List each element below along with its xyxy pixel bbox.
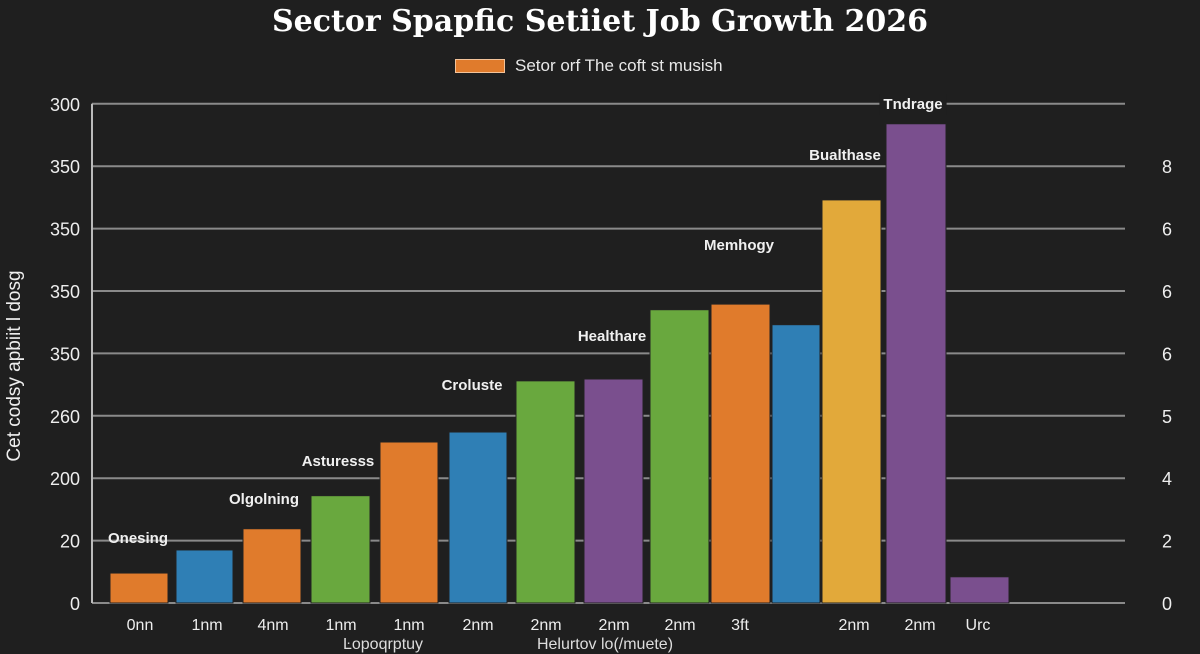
right-tick-label: 4 <box>1162 469 1172 489</box>
bar <box>771 324 821 604</box>
bar <box>109 572 169 604</box>
chart-title: Sector Spapfic Setiiet Job Growth 2026 <box>271 4 928 39</box>
x-tick-label: 0nn <box>127 617 154 634</box>
bar <box>448 431 508 604</box>
left-tick-label: 260 <box>50 407 80 427</box>
x-tick-label: 2nm <box>530 617 561 634</box>
right-tick-label: 2 <box>1162 532 1172 552</box>
annotation-label: Asturesss <box>302 453 375 470</box>
right-tick-label: 0 <box>1162 594 1172 614</box>
x-tick-label: Urc <box>966 617 991 634</box>
x-tick-label: 2nm <box>838 617 869 634</box>
annotation-label: Memhogy <box>704 237 775 254</box>
bar <box>649 309 710 604</box>
x-tick-label: 2nm <box>598 617 629 634</box>
left-tick-label: 300 <box>50 95 80 115</box>
annotation-label: Croluste <box>442 377 503 394</box>
x-tick-label: 2nm <box>462 617 493 634</box>
left-tick-label: 350 <box>50 157 80 177</box>
left-tick-label: 0 <box>70 594 80 614</box>
x-tick-label: 4nm <box>257 617 288 634</box>
left-tick-label: 350 <box>50 344 80 364</box>
x-axis-label-part: Ŀopoqrptuy <box>343 636 423 653</box>
right-tick-label: 5 <box>1162 407 1172 427</box>
left-tick-label: 20 <box>60 532 80 552</box>
annotation-label: Healthare <box>578 328 646 345</box>
bar <box>583 378 644 604</box>
annotation-label: Olgolning <box>229 491 299 508</box>
x-tick-label: 1nm <box>393 617 424 634</box>
bar <box>949 576 1010 604</box>
bar <box>310 495 371 604</box>
bar <box>710 303 771 604</box>
x-axis-label-part: Helurtov lo(/muete) <box>537 636 673 653</box>
bar <box>242 528 302 604</box>
left-tick-label: 200 <box>50 469 80 489</box>
x-tick-label: 1nm <box>325 617 356 634</box>
annotation-label: Bualthase <box>809 147 881 164</box>
left-tick-label: 350 <box>50 220 80 240</box>
legend-label: Setor orf The coft st musish <box>515 56 723 75</box>
x-tick-label: 2nm <box>664 617 695 634</box>
x-tick-label: 1nm <box>191 617 222 634</box>
annotation-label: Tndrage <box>883 96 942 113</box>
bar <box>821 199 882 604</box>
bar <box>515 380 576 604</box>
x-tick-label: 2nm <box>904 617 935 634</box>
left-tick-label: 350 <box>50 282 80 302</box>
annotation-bg <box>879 94 947 115</box>
annotation-label: Onesing <box>108 530 168 547</box>
right-tick-label: 6 <box>1162 344 1172 364</box>
legend: Setor orf The coft st musish <box>455 56 723 76</box>
right-tick-label: 8 <box>1162 157 1172 177</box>
bar <box>885 123 947 604</box>
legend-swatch <box>455 59 505 73</box>
x-tick-label: 3ft <box>731 617 749 634</box>
bar <box>175 549 234 604</box>
bar <box>379 441 439 604</box>
right-tick-label: 6 <box>1162 282 1172 302</box>
right-tick-label: 6 <box>1162 220 1172 240</box>
